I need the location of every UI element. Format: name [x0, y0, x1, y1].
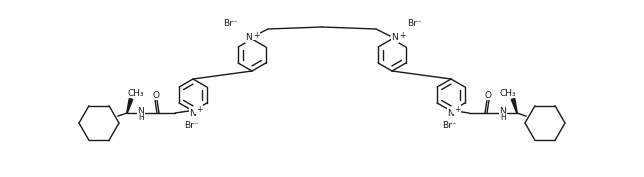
Text: N: N	[245, 33, 252, 42]
Text: N: N	[448, 109, 455, 118]
Text: H: H	[500, 113, 506, 122]
Text: O: O	[484, 90, 491, 99]
Text: O: O	[153, 90, 160, 99]
Text: Br⁻: Br⁻	[223, 19, 237, 27]
Text: CH₃: CH₃	[500, 88, 516, 98]
Text: H: H	[138, 113, 144, 122]
Text: +: +	[196, 104, 202, 113]
Text: N: N	[138, 107, 144, 116]
Polygon shape	[127, 99, 133, 113]
Text: CH₃: CH₃	[128, 88, 144, 98]
Text: Br⁻: Br⁻	[184, 121, 198, 130]
Polygon shape	[511, 99, 517, 113]
Text: N: N	[189, 109, 196, 118]
Text: Br⁻: Br⁻	[442, 121, 457, 130]
Text: +: +	[399, 30, 405, 39]
Text: +: +	[253, 30, 259, 39]
Text: N: N	[500, 107, 506, 116]
Text: N: N	[392, 33, 399, 42]
Text: +: +	[454, 104, 460, 113]
Text: Br⁻: Br⁻	[407, 19, 421, 27]
